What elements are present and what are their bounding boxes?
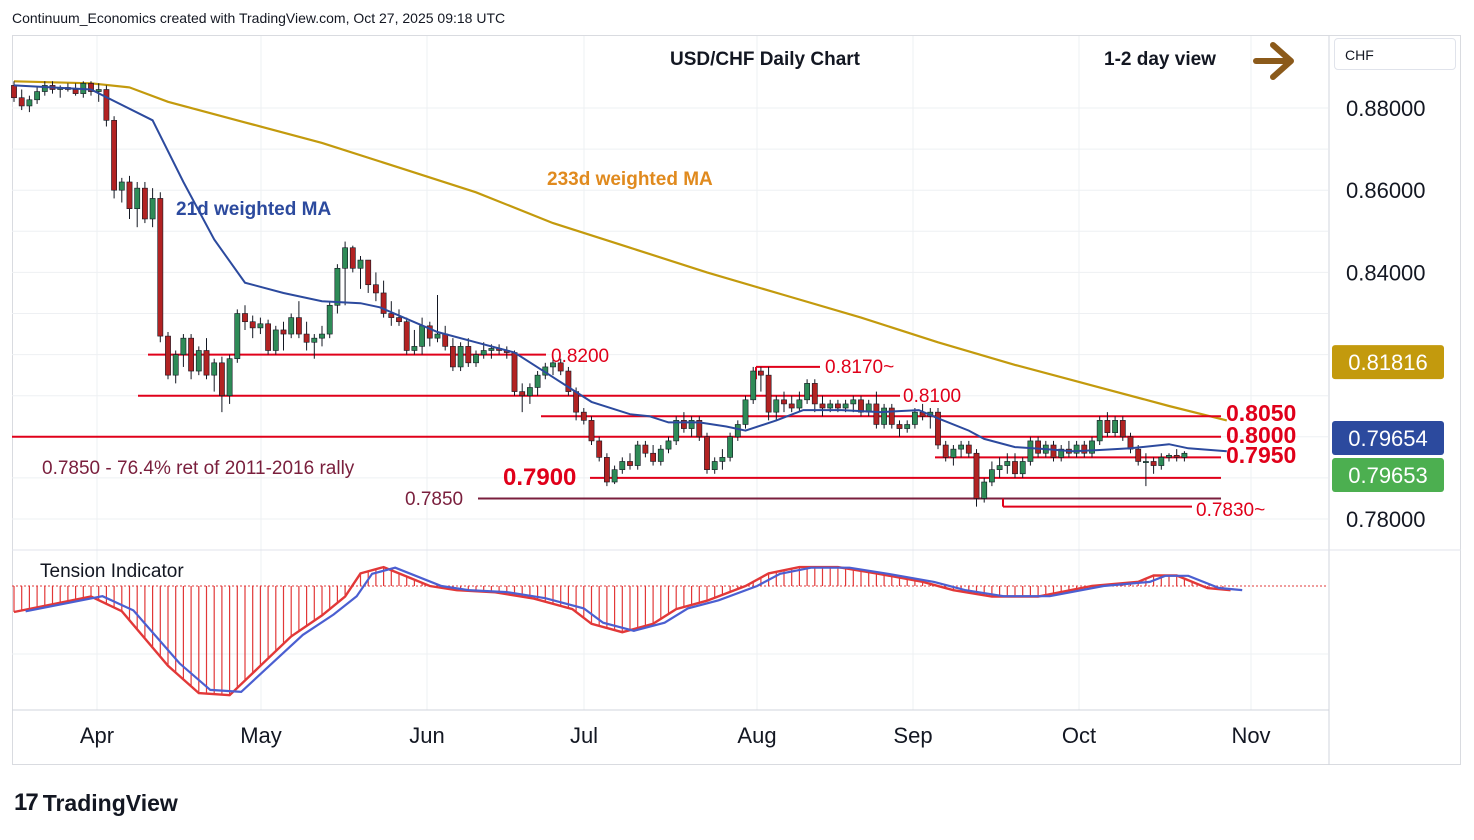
logo-mark: 17 xyxy=(14,789,39,816)
chart-frame xyxy=(12,35,1461,765)
currency-box[interactable]: CHF xyxy=(1334,38,1456,70)
tradingview-logo-icon[interactable]: 17 TradingView xyxy=(14,789,178,817)
logo-text: TradingView xyxy=(42,789,178,816)
chart-attribution: Continuum_Economics created with Trading… xyxy=(12,10,506,26)
